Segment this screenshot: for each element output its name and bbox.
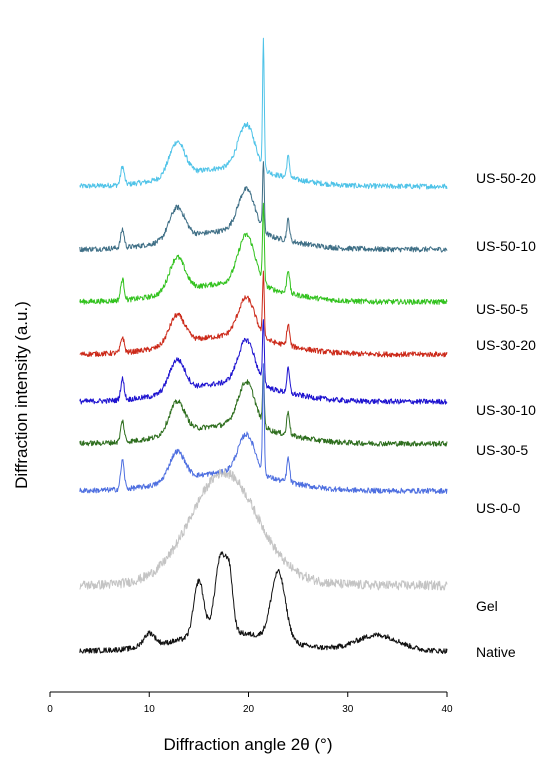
series-label-us-50-5: US-50-5 bbox=[476, 301, 528, 317]
series-label-us-50-20: US-50-20 bbox=[476, 170, 536, 186]
x-tick-label-10: 10 bbox=[144, 704, 156, 715]
series-line-us-50-20 bbox=[79, 37, 448, 190]
series-line-us-50-5 bbox=[79, 202, 448, 305]
x-tick-label-20: 20 bbox=[243, 704, 255, 715]
x-tick-label-0: 0 bbox=[47, 704, 53, 715]
series-label-us-30-10: US-30-10 bbox=[476, 402, 536, 418]
x-axis-title: Diffraction angle 2θ (°) bbox=[163, 735, 332, 754]
x-tick-label-30: 30 bbox=[342, 704, 354, 715]
x-axis-ticks: 0 10 20 30 40 bbox=[47, 692, 453, 715]
series-label-us-30-5: US-30-5 bbox=[476, 442, 528, 458]
series-line-us-50-10 bbox=[79, 161, 448, 253]
series-layer bbox=[79, 37, 448, 654]
series-label-us-0-0: US-0-0 bbox=[476, 500, 521, 516]
y-axis-title: Diffraction intensity (a.u.) bbox=[12, 301, 31, 489]
series-label-us-30-20: US-30-20 bbox=[476, 337, 536, 353]
series-line-gel bbox=[79, 468, 448, 591]
series-labels: US-50-20 US-50-10 US-50-5 US-30-20 US-30-10 U… bbox=[476, 170, 536, 660]
series-label-us-50-10: US-50-10 bbox=[476, 238, 536, 254]
series-line-us-0-0 bbox=[79, 363, 448, 494]
series-label-native: Native bbox=[476, 644, 516, 660]
series-line-us-30-20 bbox=[79, 270, 448, 358]
series-line-native bbox=[79, 551, 448, 654]
x-tick-label-40: 40 bbox=[441, 704, 453, 715]
series-label-gel: Gel bbox=[476, 598, 498, 614]
series-line-us-30-10 bbox=[79, 319, 448, 405]
